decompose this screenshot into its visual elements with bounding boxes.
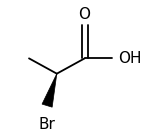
Text: O: O [78,7,90,22]
Polygon shape [42,74,57,107]
Text: OH: OH [118,51,141,66]
Text: Br: Br [39,117,56,132]
